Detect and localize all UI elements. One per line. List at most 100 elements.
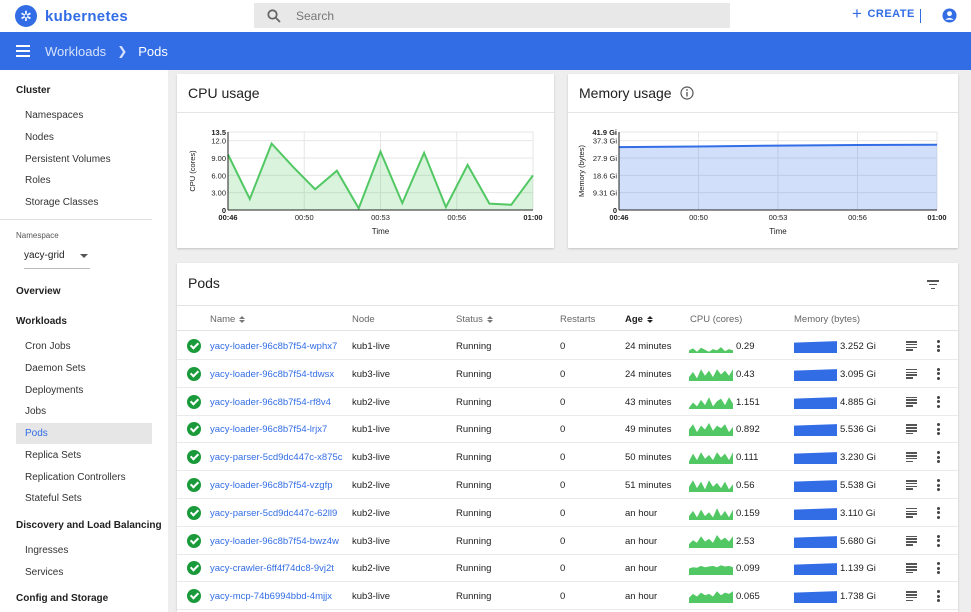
more-vert-icon[interactable] — [937, 340, 940, 352]
pod-name-link[interactable]: yacy-loader-96c8b7f54-lrjx7 — [210, 424, 328, 436]
sidebar-item-stateful-sets[interactable]: Stateful Sets — [25, 493, 82, 504]
more-vert-icon[interactable] — [937, 534, 940, 547]
more-vert-icon[interactable] — [937, 590, 940, 603]
sidebar-item-nodes[interactable]: Nodes — [25, 132, 54, 143]
logs-icon[interactable] — [906, 563, 917, 574]
namespace-select[interactable]: yacy-grid — [24, 250, 88, 261]
table-row[interactable]: yacy-loader-96c8b7f54-bwz4w kub3-live Runn… — [177, 527, 958, 555]
sidebar-section-workloads[interactable]: Workloads — [16, 316, 67, 327]
pod-name-link[interactable]: yacy-loader-96c8b7f54-tdwsx — [210, 368, 335, 380]
more-vert-icon[interactable] — [937, 395, 940, 408]
x-axis-title: Time — [769, 227, 787, 236]
cpu-sparkline-area — [689, 591, 733, 604]
memory-sparkline — [794, 424, 837, 437]
sidebar-section-cluster[interactable]: Cluster — [16, 85, 51, 96]
card-divider — [568, 112, 958, 113]
create-button[interactable]: + CREATE — [852, 5, 915, 22]
logs-icon[interactable] — [906, 591, 917, 602]
pod-name-link[interactable]: yacy-parser-5cd9dc447c-x875c — [210, 452, 343, 464]
pod-restarts: 0 — [560, 591, 566, 603]
cpu-sparkline-area — [689, 423, 733, 437]
cpu-sparkline — [689, 396, 733, 409]
logs-icon[interactable] — [906, 341, 917, 351]
logs-icon[interactable] — [906, 480, 917, 490]
pod-name-link[interactable]: yacy-loader-96c8b7f54-bwz4w — [210, 535, 339, 547]
sidebar-item-cron-jobs[interactable]: Cron Jobs — [25, 341, 71, 352]
pod-name-link[interactable]: yacy-loader-96c8b7f54-rf8v4 — [210, 396, 331, 408]
sidebar-item-storage-classes[interactable]: Storage Classes — [25, 197, 99, 208]
pod-name-link[interactable]: yacy-parser-5cd9dc447c-62ll9 — [210, 507, 338, 519]
logs-icon[interactable] — [906, 535, 917, 546]
table-row[interactable]: yacy-parser-5cd9dc447c-x875c kub3-live Run… — [177, 443, 958, 472]
pod-name-link[interactable]: yacy-loader-96c8b7f54-wphx7 — [210, 341, 338, 352]
brand-logo[interactable]: ✲ kubernetes — [15, 5, 253, 27]
status-ok-icon — [187, 533, 201, 548]
column-header-name[interactable]: Name — [210, 314, 246, 325]
sidebar-item-namespaces[interactable]: Namespaces — [25, 110, 84, 121]
table-row[interactable]: yacy-loader-96c8b7f54-vzgfp kub2-live Runn… — [177, 471, 958, 499]
more-vert-icon[interactable] — [937, 423, 940, 436]
hamburger-menu-icon[interactable] — [16, 45, 30, 57]
series-line — [227, 141, 534, 211]
search-input[interactable] — [296, 8, 696, 23]
pod-memory: 3.230 Gi — [840, 452, 876, 464]
more-vert-icon[interactable] — [937, 506, 940, 519]
sidebar-item-pods[interactable]: Pods — [16, 423, 152, 444]
table-row[interactable]: yacy-mcp-74b6994bbd-4mjjx kub3-live Runnin… — [177, 582, 958, 611]
status-ok-icon — [187, 589, 201, 604]
sidebar-section-discovery[interactable]: Discovery and Load Balancing — [16, 520, 162, 531]
sidebar-item-daemon-sets[interactable]: Daemon Sets — [25, 363, 86, 374]
cpu-sparkline — [689, 452, 733, 465]
account-icon[interactable] — [942, 8, 957, 23]
more-vert-icon[interactable] — [937, 451, 940, 464]
logs-icon[interactable] — [906, 452, 917, 463]
logs-icon[interactable] — [906, 396, 917, 407]
info-icon[interactable] — [680, 86, 695, 100]
y-tick-label: 13.5 — [211, 128, 226, 137]
status-ok-icon — [187, 450, 201, 465]
breadcrumb-workloads[interactable]: Workloads — [45, 43, 107, 59]
cpu-sparkline-area — [689, 508, 733, 520]
sidebar-item-jobs[interactable]: Jobs — [25, 406, 47, 417]
y-tick-label: 9.00 — [211, 154, 226, 163]
logs-icon[interactable] — [906, 507, 917, 518]
pod-name-link[interactable]: yacy-crawler-6ff4f74dc8-9vj2t — [210, 563, 334, 575]
cpu-sparkline — [689, 347, 733, 353]
sidebar-item-replication-controllers[interactable]: Replication Controllers — [25, 472, 126, 483]
column-restarts-label: Restarts — [560, 314, 596, 325]
table-row[interactable]: yacy-loader-96c8b7f54-rf8v4 kub2-live Runn… — [177, 388, 958, 416]
memory-sparkline-area — [794, 396, 837, 409]
pod-memory: 5.538 Gi — [840, 480, 876, 491]
logs-icon[interactable] — [906, 424, 917, 435]
pod-name-link[interactable]: yacy-loader-96c8b7f54-vzgfp — [210, 480, 333, 491]
column-header-status[interactable]: Status — [456, 314, 493, 325]
pod-memory: 3.095 Gi — [840, 368, 876, 380]
more-vert-icon[interactable] — [937, 479, 940, 491]
more-vert-icon[interactable] — [937, 562, 940, 575]
table-row[interactable]: yacy-loader-96c8b7f54-wphx7 kub1-live Runn… — [177, 332, 958, 360]
cpu-sparkline-area — [689, 480, 733, 492]
table-row[interactable]: yacy-parser-5cd9dc447c-62ll9 kub2-live Run… — [177, 499, 958, 527]
sidebar-item-ingresses[interactable]: Ingresses — [25, 545, 69, 556]
search-bar[interactable] — [254, 3, 730, 28]
logs-icon[interactable] — [906, 368, 917, 379]
sidebar-item-services[interactable]: Services — [25, 567, 64, 578]
cpu-sparkline-area — [689, 347, 733, 353]
sidebar-item-roles[interactable]: Roles — [25, 175, 51, 186]
column-header-age[interactable]: Age — [625, 314, 653, 325]
pod-name-link[interactable]: yacy-mcp-74b6994bbd-4mjjx — [210, 591, 332, 603]
sidebar-item-replica-sets[interactable]: Replica Sets — [25, 450, 82, 461]
sidebar-divider — [0, 219, 152, 220]
filter-icon[interactable] — [927, 280, 939, 289]
sidebar-section-config-storage[interactable]: Config and Storage — [16, 593, 109, 604]
memory-card-title: Memory usage — [579, 85, 695, 101]
sidebar-item-overview[interactable]: Overview — [16, 286, 61, 297]
more-vert-icon[interactable] — [937, 367, 940, 380]
sidebar-item-persistent-volumes[interactable]: Persistent Volumes — [25, 154, 111, 165]
sidebar-item-deployments[interactable]: Deployments — [25, 385, 84, 396]
table-row[interactable]: yacy-loader-96c8b7f54-tdwsx kub3-live Runn… — [177, 360, 958, 388]
table-row[interactable]: yacy-loader-96c8b7f54-lrjx7 kub1-live Runn… — [177, 415, 958, 444]
table-row[interactable]: yacy-crawler-6ff4f74dc8-9vj2t kub2-live Ru… — [177, 554, 958, 583]
pod-status: Running — [456, 507, 492, 519]
